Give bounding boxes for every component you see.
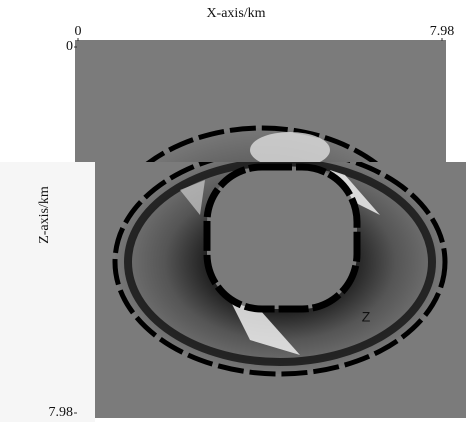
body: X-axis/km Z-axis/km Z 07.9807.98 (() => … <box>0 0 466 431</box>
wave-bottom <box>115 150 445 374</box>
y-tick-label: 0 <box>66 39 73 54</box>
y-axis-label: Z-axis/km <box>37 186 52 244</box>
x-tick-label: 0 <box>75 24 82 39</box>
x-axis-label: X-axis/km <box>206 6 265 21</box>
y-tick-label: 7.98 <box>49 405 74 420</box>
x-tick-label: 7.98 <box>430 24 455 39</box>
chart: X-axis/km Z-axis/km Z 0 7.98 0 7.98 <box>0 0 466 431</box>
wavefield-image <box>0 40 466 422</box>
page: {"chart_data": {"type": "image", "xlabel… <box>0 0 466 431</box>
annotation: Z <box>362 309 371 325</box>
